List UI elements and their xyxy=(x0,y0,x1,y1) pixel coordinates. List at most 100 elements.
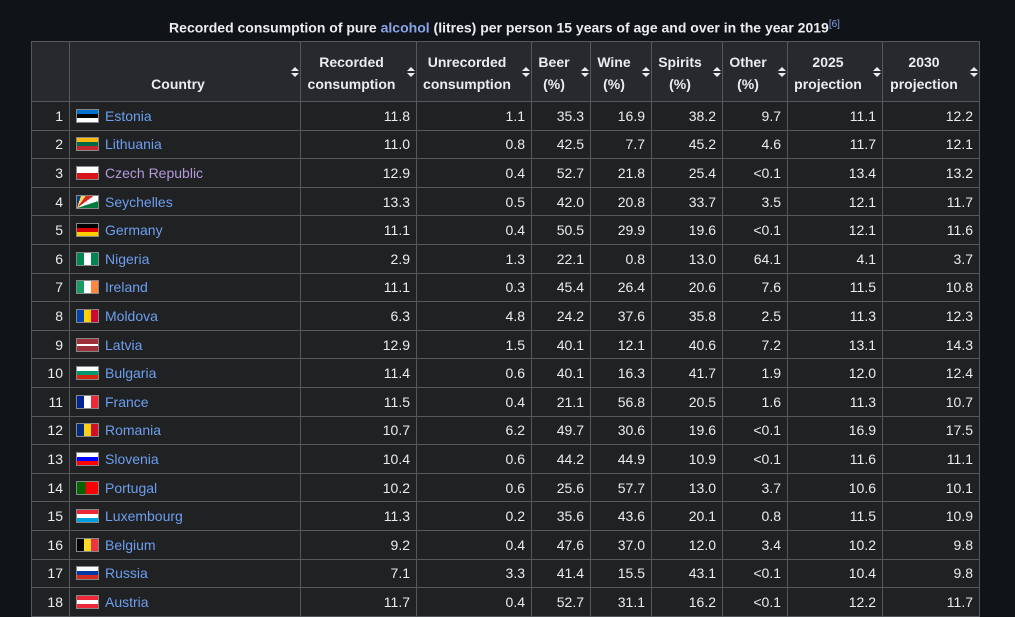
country-cell: Nigeria xyxy=(69,243,301,274)
value-cell: 7.7 xyxy=(590,129,652,160)
value-cell: 29.9 xyxy=(590,215,652,245)
value-cell: 38.2 xyxy=(651,101,723,131)
table-row: 3 Czech Republic 12.9 0.4 52.7 21.8 25.4 <0.1 13… xyxy=(31,158,980,188)
value-cell: 11.5 xyxy=(300,386,417,417)
value-cell: 15.5 xyxy=(590,558,652,589)
value-cell: 11.7 xyxy=(787,129,883,160)
column-header[interactable]: Beer (%) xyxy=(531,41,591,102)
value-cell: 49.7 xyxy=(531,415,591,446)
value-cell: 9.8 xyxy=(882,558,980,589)
rank-cell: 5 xyxy=(31,215,70,245)
country-link[interactable]: Ireland xyxy=(105,279,148,296)
value-cell: 31.1 xyxy=(590,587,652,617)
value-cell: 11.7 xyxy=(300,587,417,617)
value-cell: 24.2 xyxy=(531,301,591,331)
country-link[interactable]: Russia xyxy=(105,565,148,582)
table-row: 4 Seychelles 13.3 0.5 42.0 20.8 33.7 3.5 12.1 11.… xyxy=(31,186,980,217)
value-cell: 11.5 xyxy=(787,501,883,531)
value-cell: <0.1 xyxy=(722,158,788,188)
country-link[interactable]: Portugal xyxy=(105,479,158,496)
value-cell: 25.4 xyxy=(651,158,723,188)
value-cell: 1.9 xyxy=(722,358,788,388)
country-cell: Germany xyxy=(69,215,301,245)
country-link[interactable]: Seychelles xyxy=(105,193,173,210)
country-link[interactable]: Germany xyxy=(105,222,163,239)
reference[interactable]: [6] xyxy=(828,19,840,30)
value-cell: 13.1 xyxy=(787,329,883,360)
country-link[interactable]: Slovenia xyxy=(105,450,159,467)
flag-icon xyxy=(76,251,99,266)
value-cell: 11.1 xyxy=(787,101,883,131)
value-cell: 13.3 xyxy=(300,186,417,217)
value-cell: 0.8 xyxy=(722,501,788,531)
country-link[interactable]: Moldova xyxy=(105,307,158,324)
value-cell: 12.1 xyxy=(590,329,652,360)
country-cell: Lithuania xyxy=(69,129,301,160)
value-cell: 43.1 xyxy=(651,558,723,589)
rank-cell: 12 xyxy=(31,415,70,446)
value-cell: 33.7 xyxy=(651,186,723,217)
value-cell: 25.6 xyxy=(531,472,591,503)
flag-icon xyxy=(76,423,99,438)
flag-icon xyxy=(76,480,99,495)
value-cell: 9.8 xyxy=(882,529,980,560)
value-cell: 1.5 xyxy=(416,329,532,360)
value-cell: 0.6 xyxy=(416,444,532,474)
column-header[interactable]: Unrecorded consumption xyxy=(416,41,532,102)
table-row: 18 Austria 11.7 0.4 52.7 31.1 16.2 <0.1 12.2 11.7 xyxy=(31,587,980,617)
value-cell: 12.2 xyxy=(882,101,980,131)
country-cell: Czech Republic xyxy=(69,158,301,188)
value-cell: 20.1 xyxy=(651,501,723,531)
rank-cell: 17 xyxy=(31,558,70,589)
value-cell: 13.2 xyxy=(882,158,980,188)
table-row: 16 Belgium 9.2 0.4 47.6 37.0 12.0 3.4 10.2 9.8 xyxy=(31,529,980,560)
country-link[interactable]: Romania xyxy=(105,422,162,439)
value-cell: 12.1 xyxy=(787,186,883,217)
value-cell: 13.0 xyxy=(651,243,723,274)
value-cell: 11.3 xyxy=(787,386,883,417)
value-cell: 4.1 xyxy=(787,243,883,274)
column-header[interactable]: 2030 projection xyxy=(882,41,980,102)
flag-icon xyxy=(76,537,99,552)
country-link[interactable]: Luxembourg xyxy=(105,508,183,525)
header-text: Beer (%) xyxy=(538,54,570,92)
column-header[interactable]: Spirits (%) xyxy=(651,41,723,102)
value-cell: 17.5 xyxy=(882,415,980,446)
value-cell: 44.2 xyxy=(531,444,591,474)
country-link[interactable]: Austria xyxy=(105,593,149,610)
rank-cell: 14 xyxy=(31,472,70,503)
country-link[interactable]: Estonia xyxy=(105,107,152,124)
country-link[interactable]: Lithuania xyxy=(105,136,162,153)
value-cell: 10.8 xyxy=(882,272,980,303)
value-cell: 16.3 xyxy=(590,358,652,388)
country-link[interactable]: France xyxy=(105,393,149,410)
country-link[interactable]: Belgium xyxy=(105,536,156,553)
value-cell: 64.1 xyxy=(722,243,788,274)
country-link[interactable]: Bulgaria xyxy=(105,365,157,382)
rank-cell: 13 xyxy=(31,444,70,474)
value-cell: <0.1 xyxy=(722,215,788,245)
value-cell: 12.2 xyxy=(787,587,883,617)
rank-cell: 8 xyxy=(31,301,70,331)
value-cell: 20.8 xyxy=(590,186,652,217)
value-cell: 9.2 xyxy=(300,529,417,560)
value-cell: 0.6 xyxy=(416,472,532,503)
country-link[interactable]: Nigeria xyxy=(105,250,150,267)
value-cell: 12.9 xyxy=(300,158,417,188)
value-cell: 3.7 xyxy=(882,243,980,274)
value-cell: 35.8 xyxy=(651,301,723,331)
country-link[interactable]: Latvia xyxy=(105,336,143,353)
column-header[interactable]: 2025 projection xyxy=(787,41,883,102)
value-cell: 11.0 xyxy=(300,129,417,160)
value-cell: 10.1 xyxy=(882,472,980,503)
table-row: 7 Ireland 11.1 0.3 45.4 26.4 20.6 7.6 11.5 10.8 xyxy=(31,272,980,303)
column-header[interactable]: Other (%) xyxy=(722,41,788,102)
column-header[interactable]: Recorded consumption xyxy=(300,41,417,102)
value-cell: 1.1 xyxy=(416,101,532,131)
country-link[interactable]: Czech Republic xyxy=(105,164,204,181)
country-cell: Slovenia xyxy=(69,444,301,474)
caption-link[interactable]: alcohol xyxy=(380,19,430,36)
column-header[interactable]: Wine (%) xyxy=(590,41,652,102)
column-header[interactable]: Country xyxy=(69,41,301,102)
header-row: Country Recorded consumption Unrecorded co… xyxy=(31,41,980,102)
